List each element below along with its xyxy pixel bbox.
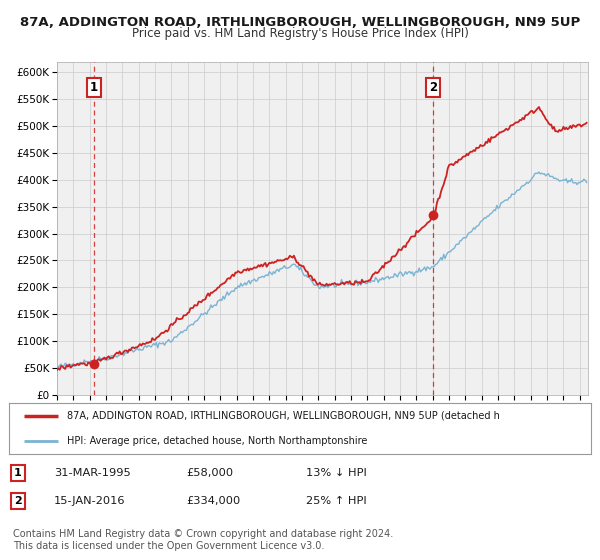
Text: 25% ↑ HPI: 25% ↑ HPI: [306, 496, 367, 506]
Text: £58,000: £58,000: [186, 468, 233, 478]
Text: 13% ↓ HPI: 13% ↓ HPI: [306, 468, 367, 478]
Text: HPI: Average price, detached house, North Northamptonshire: HPI: Average price, detached house, Nort…: [67, 436, 368, 446]
Text: 1: 1: [14, 468, 22, 478]
Text: 87A, ADDINGTON ROAD, IRTHLINGBOROUGH, WELLINGBOROUGH, NN9 5UP (detached h: 87A, ADDINGTON ROAD, IRTHLINGBOROUGH, WE…: [67, 411, 500, 421]
Text: 87A, ADDINGTON ROAD, IRTHLINGBOROUGH, WELLINGBOROUGH, NN9 5UP: 87A, ADDINGTON ROAD, IRTHLINGBOROUGH, WE…: [20, 16, 580, 29]
Text: Contains HM Land Registry data © Crown copyright and database right 2024.
This d: Contains HM Land Registry data © Crown c…: [13, 529, 394, 551]
Text: 15-JAN-2016: 15-JAN-2016: [54, 496, 125, 506]
Text: 1: 1: [89, 81, 98, 95]
Text: Price paid vs. HM Land Registry's House Price Index (HPI): Price paid vs. HM Land Registry's House …: [131, 27, 469, 40]
Text: £334,000: £334,000: [186, 496, 240, 506]
Text: 31-MAR-1995: 31-MAR-1995: [54, 468, 131, 478]
Text: 2: 2: [430, 81, 437, 95]
Text: 2: 2: [14, 496, 22, 506]
